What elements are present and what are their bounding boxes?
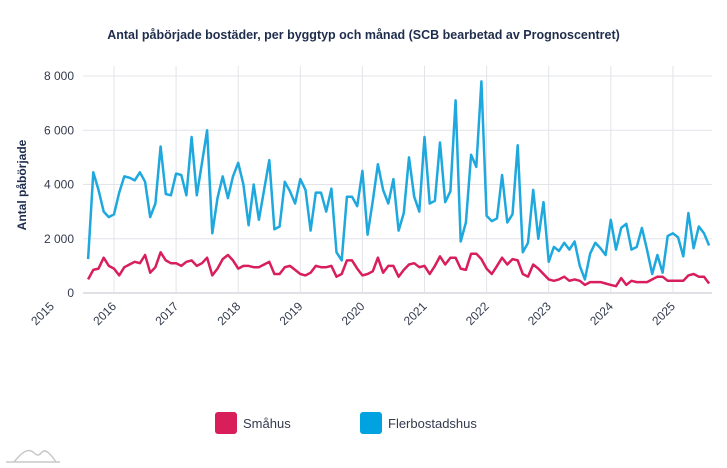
legend-item-flerbostadshus[interactable]: Flerbostadshus: [360, 412, 477, 434]
y-tick-label: 6 000: [44, 123, 74, 137]
x-tick-label: 2018: [215, 299, 244, 328]
y-axis-label: Antal påbörjade: [15, 139, 29, 230]
y-tick-label: 4 000: [44, 178, 74, 192]
x-tick-label: 2020: [339, 299, 368, 328]
legend-swatch: [215, 412, 237, 434]
y-tick-label: 0: [67, 286, 74, 300]
legend-label: Småhus: [243, 415, 291, 431]
x-tick-label: 2015: [28, 299, 57, 328]
x-tick-label: 2019: [277, 299, 306, 328]
series-line-smhus: [87, 251, 711, 288]
mountain-logo-icon: [6, 449, 60, 463]
x-tick-label: 2016: [90, 299, 119, 328]
series-line-flerbostadshus: [86, 80, 711, 281]
x-tick-label: 2024: [587, 299, 616, 328]
legend-label: Flerbostadshus: [388, 415, 477, 431]
legend-item-smahus[interactable]: Småhus: [215, 412, 291, 434]
x-tick-label: 2017: [152, 299, 181, 328]
x-tick-label: 2022: [463, 299, 492, 328]
chart-title: Antal påbörjade bostäder, per byggtyp oc…: [107, 28, 620, 42]
y-tick-label: 8 000: [44, 69, 74, 83]
y-tick-label: 2 000: [44, 232, 74, 246]
x-tick-label: 2025: [649, 299, 678, 328]
legend-swatch: [360, 412, 382, 434]
x-tick-label: 2023: [525, 299, 554, 328]
x-tick-label: 2021: [401, 299, 430, 328]
